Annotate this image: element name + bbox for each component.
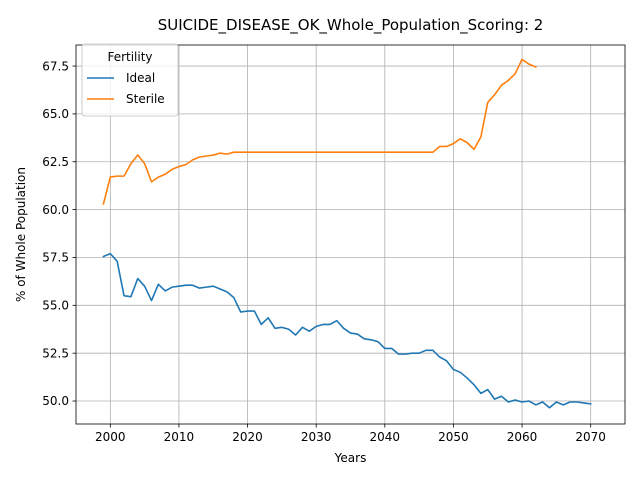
x-tick-label: 2060 (507, 430, 538, 444)
axis-ticks: 2000 2010 2020 2030 2040 2050 2060 2070 50.0 52.5… (42, 59, 606, 444)
x-tick-label: 2020 (232, 430, 263, 444)
legend-label-sterile: Sterile (126, 92, 165, 106)
y-tick-label: 65.0 (42, 107, 69, 121)
x-tick-label: 2040 (370, 430, 401, 444)
y-tick-label: 50.0 (42, 394, 69, 408)
series-line-ideal (102, 252, 592, 409)
y-tick-label: 55.0 (42, 299, 69, 313)
y-tick-label: 62.5 (42, 155, 69, 169)
legend-entries: Ideal Sterile (87, 71, 165, 106)
series-lines (102, 58, 592, 409)
legend: Fertility Ideal Sterile (81, 43, 179, 117)
series-line-sterile (102, 58, 537, 205)
y-tick-label: 67.5 (42, 59, 69, 73)
plot-frame (75, 44, 626, 425)
x-tick-label: 2070 (575, 430, 606, 444)
y-tick-label: 60.0 (42, 203, 69, 217)
x-axis-label: Years (334, 451, 367, 465)
legend-box (81, 43, 179, 117)
y-tick-label: 52.5 (42, 346, 69, 360)
x-tick-label: 2050 (438, 430, 469, 444)
x-tick-label: 2000 (95, 430, 126, 444)
legend-title: Fertility (107, 50, 152, 64)
chart-title: SUICIDE_DISEASE_OK_Whole_Population_Scor… (158, 16, 544, 35)
legend-label-ideal: Ideal (126, 71, 155, 85)
grid (76, 45, 625, 424)
x-tick-label: 2010 (164, 430, 195, 444)
y-tick-label: 57.5 (42, 251, 69, 265)
x-tick-label: 2030 (301, 430, 332, 444)
y-axis-label: % of Whole Population (14, 167, 28, 302)
